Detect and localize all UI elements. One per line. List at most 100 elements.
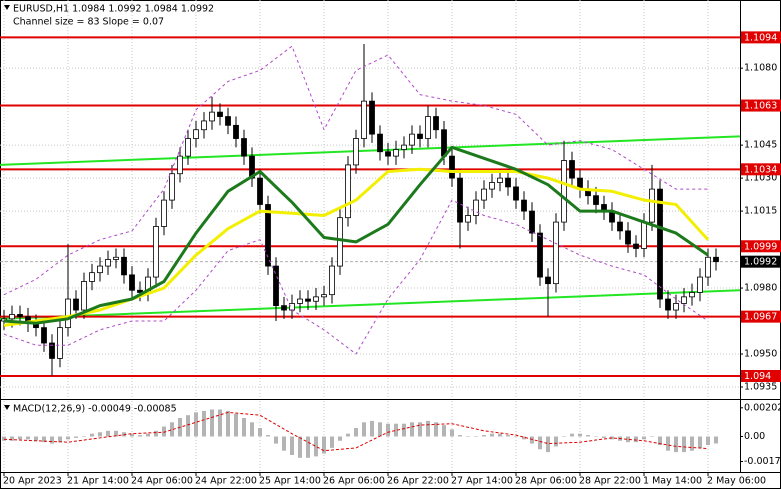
candle-body [569,160,575,179]
macd-bar [250,422,254,437]
macd-bar [114,430,118,437]
macd-bar [298,436,302,458]
candle-body [705,256,711,278]
macd-bar [226,410,230,437]
macd-bar [186,415,190,437]
macd-bar [210,409,214,437]
macd-bar [330,436,334,448]
candle-body [225,116,231,126]
candle-body [529,210,535,234]
candle-body [89,272,95,282]
macd-bar [378,422,382,437]
candle-body [169,173,175,201]
x-tick-label: 21 Apr 14:00 [67,476,129,487]
candle-body [409,133,415,146]
macd-bar [322,436,326,454]
candle-body [185,138,191,157]
macd-bar [34,436,38,441]
candle-body [49,342,55,359]
macd-bar [50,436,54,444]
candle-body [473,199,479,216]
candle-body [265,204,271,267]
macd-bar [650,436,654,437]
macd-bar [402,423,406,437]
macd-bar [346,433,350,437]
macd-bar [154,430,158,437]
macd-bar [66,436,70,440]
macd-bar [18,436,22,440]
candle-body [57,327,63,359]
macd-bar [690,436,694,451]
candle-body [417,133,423,139]
macd-bar [106,430,110,437]
candle-body [657,188,663,300]
macd-icon [4,405,10,410]
y-tick-label: 1.1015 [744,206,777,217]
macd-bar [258,427,262,437]
candle-body [297,298,303,304]
level-label: 1.1094 [744,32,777,43]
candle-body [233,124,239,139]
candle-body [489,182,495,190]
macd-bar [442,425,446,437]
channel-line: Channel size = 83 Slope = 0.07 [13,17,164,28]
macd-bar [586,435,590,437]
candle-body [697,276,703,293]
level-tag [741,240,781,253]
macd-bar [170,422,174,437]
candle-body [633,243,639,249]
candle-body [425,116,431,139]
candle-body [113,256,119,260]
macd-bar [634,436,638,443]
y-tick-label: 1.1080 [744,63,777,74]
y-tick-label: 0.00 [744,431,765,442]
macd-bar [274,436,278,444]
macd-bar [434,422,438,437]
macd-bar [42,436,46,443]
candle-body [345,164,351,219]
x-tick-label: 24 Apr 22:00 [195,476,257,487]
x-tick-label: 2 May 06:00 [707,476,766,487]
macd-bar [538,436,542,450]
candle-body [81,281,87,311]
candle-body [161,199,167,227]
macd-bar [290,436,294,455]
candle-body [713,256,719,263]
candle-body [377,133,383,153]
price-tag [741,255,781,268]
candle-body [441,129,447,157]
x-tick-label: 24 Apr 06:00 [131,476,193,487]
y-tick-label: 1.1030 [744,173,777,184]
level-label: 1.1063 [744,101,777,112]
symbol-icon [4,5,10,10]
candle-body [617,221,623,232]
level-label: 1.1034 [744,164,777,175]
candle-body [593,195,599,205]
candle-body [337,217,343,267]
macd-bar [522,436,526,440]
candle-body [193,129,199,139]
macd-bar [74,436,78,438]
candle-body [217,111,223,117]
symbol-line: EURUSD,H1 1.0984 1.0992 1.0984 1.0992 [13,4,214,15]
candle-body [505,177,511,188]
level-tag [741,310,781,323]
y-tick-label: 1.0950 [744,349,777,360]
macd-bar [610,436,614,440]
macd-bar [466,436,470,437]
macd-bar [546,436,550,453]
candle-body [129,274,135,291]
macd-bar [514,436,518,437]
level-label: 1.0999 [744,241,777,252]
macd-signal [3,411,709,452]
macd-bar [458,435,462,437]
candle-body [401,144,407,150]
macd-bar [682,436,686,453]
level-tag [741,99,781,112]
candle-body [177,155,183,175]
y-tick-label: 0.00202 [744,402,781,413]
candle-body [641,221,647,249]
macd-bar [426,420,430,437]
